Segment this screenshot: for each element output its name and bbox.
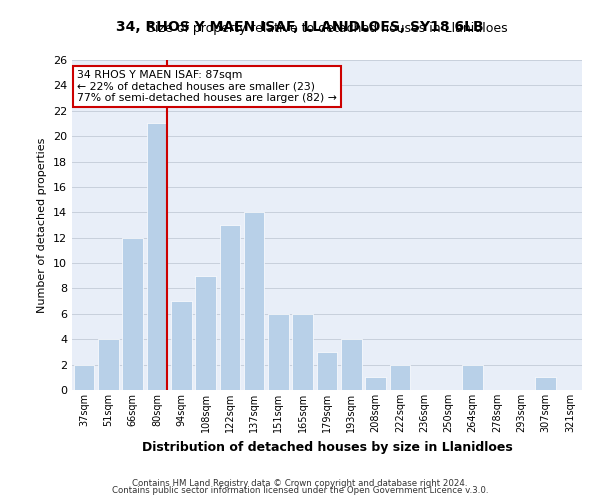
Text: Contains public sector information licensed under the Open Government Licence v.: Contains public sector information licen… (112, 486, 488, 495)
Bar (146, 124, 167, 390)
X-axis label: Distribution of detached houses by size in Llanidloes: Distribution of detached houses by size … (142, 440, 512, 454)
Bar (244, 212, 265, 390)
Text: 34, RHOS Y MAEN ISAF, LLANIDLOES, SY18 6LB: 34, RHOS Y MAEN ISAF, LLANIDLOES, SY18 6… (116, 20, 484, 34)
Bar (463, 364, 483, 390)
Y-axis label: Number of detached properties: Number of detached properties (37, 138, 47, 312)
Text: 34 RHOS Y MAEN ISAF: 87sqm
← 22% of detached houses are smaller (23)
77% of semi: 34 RHOS Y MAEN ISAF: 87sqm ← 22% of deta… (77, 70, 337, 103)
Bar (171, 301, 191, 390)
Bar (268, 314, 289, 390)
Bar (389, 364, 410, 390)
Bar (122, 238, 143, 390)
Bar (292, 314, 313, 390)
Bar (98, 339, 119, 390)
Bar (74, 364, 94, 390)
Bar (317, 352, 337, 390)
Bar (341, 339, 362, 390)
Bar (195, 276, 216, 390)
Bar (535, 378, 556, 390)
Text: Contains HM Land Registry data © Crown copyright and database right 2024.: Contains HM Land Registry data © Crown c… (132, 478, 468, 488)
Title: Size of property relative to detached houses in Llanidloes: Size of property relative to detached ho… (146, 22, 508, 35)
Bar (220, 225, 240, 390)
Bar (365, 378, 386, 390)
